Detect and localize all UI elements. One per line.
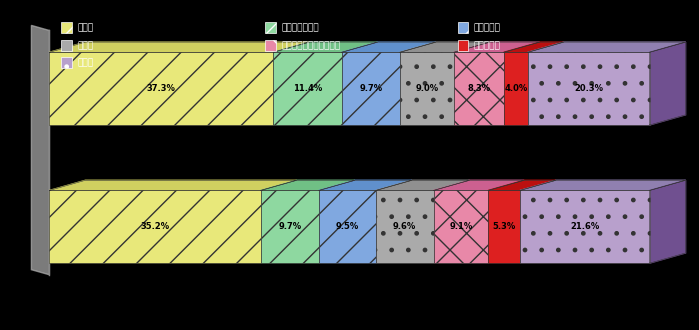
Text: 35.2%: 35.2% [140,222,170,231]
Polygon shape [31,25,50,275]
Text: 製造業: 製造業 [77,23,93,32]
Text: 宿泊業・飲食サービス業: 宿泊業・飲食サービス業 [281,41,340,50]
Bar [458,22,468,33]
Bar [266,40,276,51]
Polygon shape [433,180,524,190]
Text: 建設業: 建設業 [77,41,93,50]
Polygon shape [649,42,686,125]
Bar [528,52,649,125]
Bar [62,22,72,33]
Text: 9.7%: 9.7% [278,222,301,231]
Text: 11.4%: 11.4% [293,84,322,93]
Text: 8.3%: 8.3% [467,84,491,93]
Polygon shape [400,42,490,52]
Bar [50,190,261,263]
Bar [342,52,400,125]
Polygon shape [50,42,309,52]
Polygon shape [273,42,377,52]
Text: 9.7%: 9.7% [359,84,382,93]
Polygon shape [454,42,540,52]
Text: 21.6%: 21.6% [570,222,600,231]
Polygon shape [488,180,556,190]
Polygon shape [261,180,355,190]
Bar [454,52,504,125]
Text: 9.5%: 9.5% [336,222,359,231]
Bar [261,190,319,263]
Text: 37.3%: 37.3% [147,84,175,93]
Polygon shape [342,42,436,52]
Text: 9.0%: 9.0% [415,84,438,93]
Polygon shape [319,180,412,190]
Text: 9.6%: 9.6% [393,222,417,231]
Bar [266,22,276,33]
Text: 情報通信業: 情報通信業 [473,41,500,50]
Text: 20.3%: 20.3% [574,84,603,93]
Bar [62,57,72,68]
Text: 医療・福祉: 医療・福祉 [473,23,500,32]
Text: 9.1%: 9.1% [449,222,473,231]
Bar [504,52,528,125]
Polygon shape [50,180,296,190]
Polygon shape [376,180,470,190]
Polygon shape [649,180,686,263]
Bar [319,190,376,263]
Bar [488,190,520,263]
Bar [458,40,468,51]
Bar [520,190,649,263]
Bar [400,52,454,125]
Text: 卸売業・小売業: 卸売業・小売業 [281,23,319,32]
Polygon shape [528,42,686,52]
Text: 5.3%: 5.3% [492,222,516,231]
Bar [376,190,433,263]
Polygon shape [520,180,686,190]
Bar [433,190,488,263]
Bar [273,52,342,125]
Bar [62,40,72,51]
Polygon shape [504,42,564,52]
Text: その他: その他 [77,58,93,67]
Bar [50,52,273,125]
Text: 4.0%: 4.0% [504,84,527,93]
